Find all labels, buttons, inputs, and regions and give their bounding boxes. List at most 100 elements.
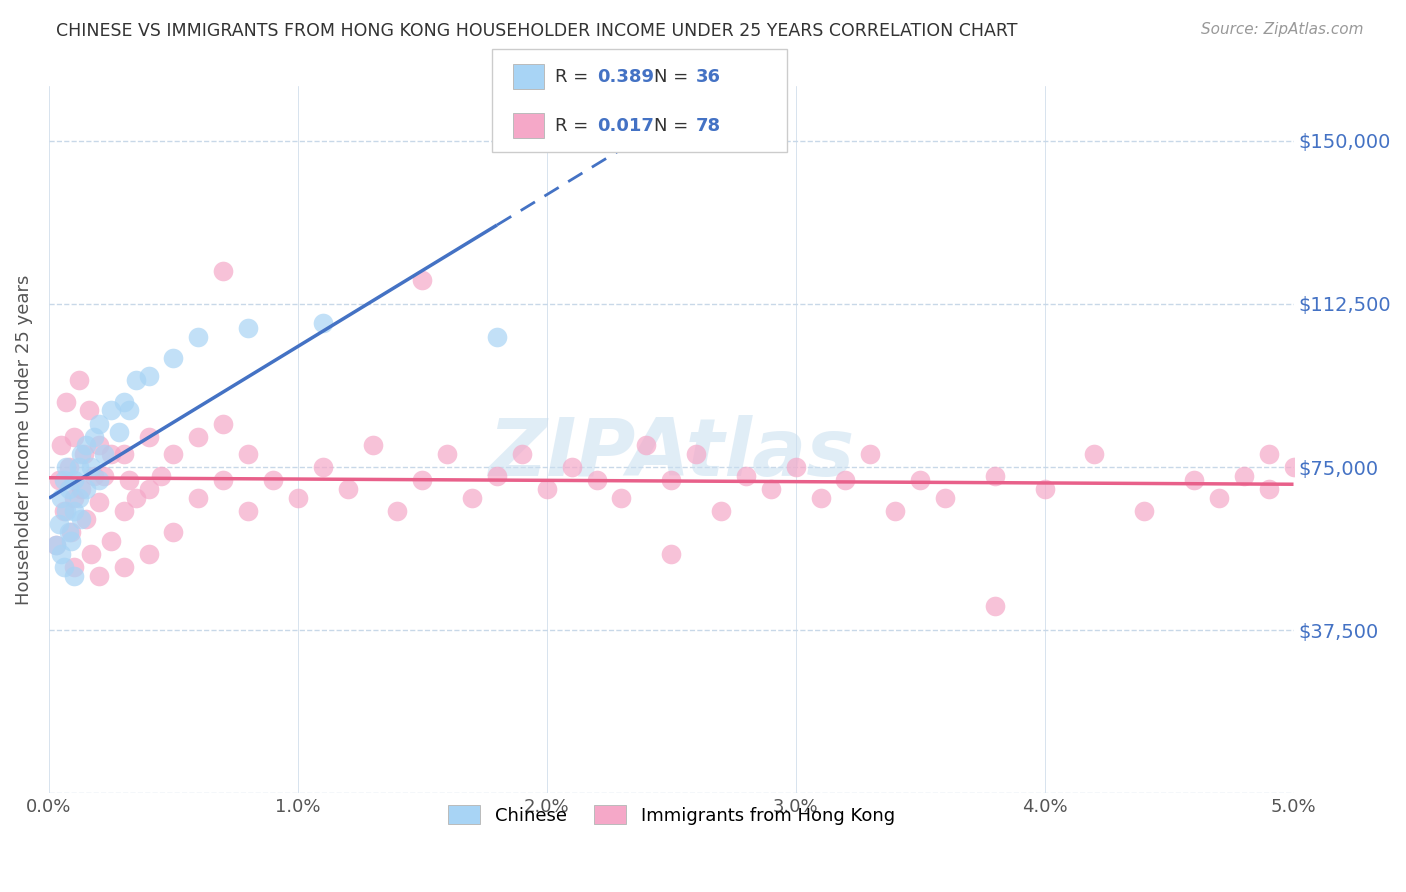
Point <box>934 491 956 505</box>
Point <box>387 503 409 517</box>
Point <box>63 560 86 574</box>
Point <box>336 482 359 496</box>
Point <box>411 273 433 287</box>
Point <box>52 473 75 487</box>
Point <box>162 351 184 366</box>
Text: 0.389: 0.389 <box>598 68 655 86</box>
Point <box>138 482 160 496</box>
Point <box>187 429 209 443</box>
Point <box>585 473 607 487</box>
Point <box>51 491 73 505</box>
Point <box>112 560 135 574</box>
Y-axis label: Householder Income Under 25 years: Householder Income Under 25 years <box>15 275 32 605</box>
Point <box>485 468 508 483</box>
Point <box>735 468 758 483</box>
Point <box>636 438 658 452</box>
Point <box>75 512 97 526</box>
Point <box>149 468 172 483</box>
Point <box>117 473 139 487</box>
Point <box>236 321 259 335</box>
Point <box>138 429 160 443</box>
Text: Source: ZipAtlas.com: Source: ZipAtlas.com <box>1201 22 1364 37</box>
Point <box>1257 482 1279 496</box>
Point <box>63 491 86 505</box>
Point <box>1257 447 1279 461</box>
Point <box>63 429 86 443</box>
Point <box>984 599 1007 614</box>
Point <box>45 538 67 552</box>
Point <box>312 460 335 475</box>
Text: 36: 36 <box>696 68 721 86</box>
Point <box>810 491 832 505</box>
Point <box>58 482 80 496</box>
Point <box>212 473 235 487</box>
Point <box>45 538 67 552</box>
Point <box>710 503 733 517</box>
Point <box>48 473 70 487</box>
Point <box>73 447 96 461</box>
Point <box>75 438 97 452</box>
Text: ZIPAtlas: ZIPAtlas <box>488 415 855 493</box>
Point <box>436 447 458 461</box>
Point <box>100 534 122 549</box>
Text: N =: N = <box>654 117 693 135</box>
Point <box>55 460 77 475</box>
Point <box>411 473 433 487</box>
Point <box>70 447 93 461</box>
Point <box>70 482 93 496</box>
Point <box>1208 491 1230 505</box>
Point <box>685 447 707 461</box>
Point <box>51 438 73 452</box>
Point <box>93 468 115 483</box>
Point <box>461 491 484 505</box>
Point <box>1083 447 1105 461</box>
Point <box>60 534 83 549</box>
Point <box>87 473 110 487</box>
Point <box>162 525 184 540</box>
Point <box>63 473 86 487</box>
Point <box>55 503 77 517</box>
Point <box>112 503 135 517</box>
Point <box>77 403 100 417</box>
Point <box>52 503 75 517</box>
Point <box>117 403 139 417</box>
Point <box>485 329 508 343</box>
Point <box>884 503 907 517</box>
Point <box>67 491 90 505</box>
Point <box>361 438 384 452</box>
Point <box>659 547 682 561</box>
Point <box>112 394 135 409</box>
Point <box>100 447 122 461</box>
Point <box>1233 468 1256 483</box>
Point <box>908 473 931 487</box>
Point <box>51 547 73 561</box>
Point <box>125 491 148 505</box>
Point <box>87 417 110 431</box>
Text: 0.017: 0.017 <box>598 117 654 135</box>
Point <box>52 560 75 574</box>
Point <box>80 547 103 561</box>
Point <box>236 447 259 461</box>
Point <box>162 447 184 461</box>
Point <box>187 491 209 505</box>
Text: 78: 78 <box>696 117 721 135</box>
Point <box>83 429 105 443</box>
Point <box>80 460 103 475</box>
Text: R =: R = <box>555 117 595 135</box>
Point <box>87 569 110 583</box>
Point <box>510 447 533 461</box>
Point <box>83 468 105 483</box>
Point <box>112 447 135 461</box>
Point <box>93 447 115 461</box>
Point <box>87 438 110 452</box>
Point <box>58 525 80 540</box>
Point <box>312 317 335 331</box>
Point <box>55 394 77 409</box>
Point <box>125 373 148 387</box>
Point <box>212 417 235 431</box>
Point <box>561 460 583 475</box>
Point <box>759 482 782 496</box>
Point <box>58 460 80 475</box>
Point <box>212 264 235 278</box>
Point <box>659 473 682 487</box>
